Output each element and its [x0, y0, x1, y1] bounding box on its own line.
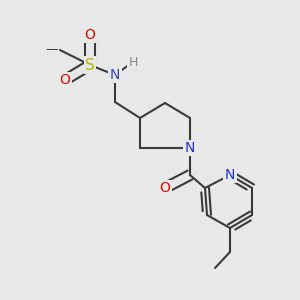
Text: O: O	[60, 73, 70, 87]
Text: O: O	[160, 181, 170, 195]
Text: S: S	[85, 58, 95, 73]
Text: O: O	[85, 28, 95, 42]
Text: N: N	[110, 68, 120, 82]
Text: —: —	[46, 44, 58, 56]
Text: N: N	[185, 141, 195, 155]
Text: N: N	[225, 168, 235, 182]
Text: H: H	[128, 56, 138, 68]
